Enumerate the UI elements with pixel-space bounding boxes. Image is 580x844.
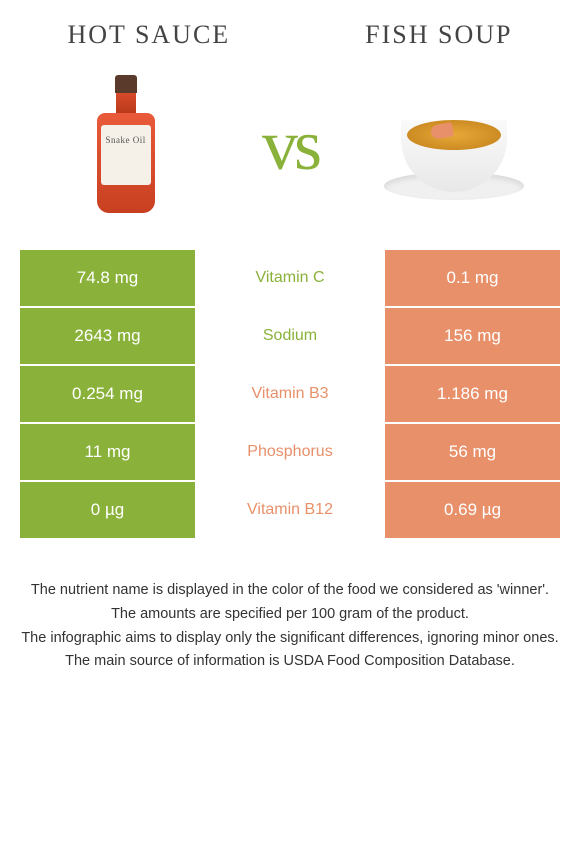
footer-notes: The nutrient name is displayed in the co… (0, 540, 580, 675)
hot-sauce-bottle-icon: Snake Oil (96, 75, 156, 215)
footer-line: The amounts are specified per 100 gram o… (20, 604, 560, 626)
footer-line: The infographic aims to display only the… (20, 628, 560, 650)
nutrient-row: 11 mgPhosphorus56 mg (20, 424, 560, 480)
nutrient-label: Vitamin B3 (195, 366, 385, 422)
right-value: 0.1 mg (385, 250, 560, 306)
left-value: 2643 mg (20, 308, 195, 364)
right-value: 56 mg (385, 424, 560, 480)
footer-line: The nutrient name is displayed in the co… (20, 580, 560, 602)
nutrient-label: Vitamin C (195, 250, 385, 306)
nutrient-row: 0 µgVitamin B120.69 µg (20, 482, 560, 538)
nutrient-row: 0.254 mgVitamin B31.186 mg (20, 366, 560, 422)
left-value: 0 µg (20, 482, 195, 538)
left-value: 0.254 mg (20, 366, 195, 422)
left-food-image: Snake Oil (51, 70, 201, 220)
fish-soup-icon (379, 90, 529, 200)
right-food-title: Fish soup (365, 20, 512, 50)
nutrient-label: Sodium (195, 308, 385, 364)
nutrient-label: Phosphorus (195, 424, 385, 480)
header-row: Hot sauce Fish soup (0, 0, 580, 60)
footer-line: The main source of information is USDA F… (20, 651, 560, 673)
right-value: 0.69 µg (385, 482, 560, 538)
right-food-image (379, 70, 529, 220)
right-value: 1.186 mg (385, 366, 560, 422)
infographic-container: Hot sauce Fish soup Snake Oil vs (0, 0, 580, 844)
nutrient-row: 2643 mgSodium156 mg (20, 308, 560, 364)
left-food-title: Hot sauce (67, 20, 230, 50)
bottle-brand-label: Snake Oil (103, 135, 149, 146)
images-row: Snake Oil vs (0, 60, 580, 250)
left-value: 74.8 mg (20, 250, 195, 306)
vs-label: vs (262, 104, 318, 187)
nutrient-table: 74.8 mgVitamin C0.1 mg2643 mgSodium156 m… (0, 250, 580, 540)
nutrient-row: 74.8 mgVitamin C0.1 mg (20, 250, 560, 306)
nutrient-label: Vitamin B12 (195, 482, 385, 538)
right-value: 156 mg (385, 308, 560, 364)
left-value: 11 mg (20, 424, 195, 480)
